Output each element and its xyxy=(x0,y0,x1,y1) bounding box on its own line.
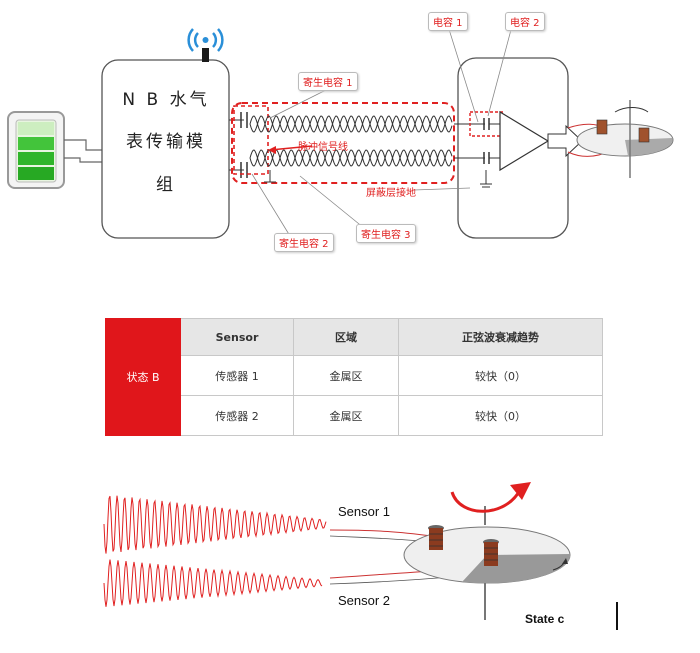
state-label: State c xyxy=(525,612,564,626)
twisted-pair-upper xyxy=(250,116,452,132)
parasitic-capacitor-symbol xyxy=(241,112,247,178)
wiring-diagram-graphic xyxy=(0,0,700,270)
header-attenuation: 正弦波衰减趋势 xyxy=(399,319,603,356)
header-region: 区域 xyxy=(294,319,399,356)
module-title-line-1: N B 水气 xyxy=(112,85,220,110)
sensor-cell: 传感器 2 xyxy=(181,396,294,436)
state-cell: 状态 B xyxy=(106,319,181,436)
attenuation-cell: 较快（0） xyxy=(399,356,603,396)
nb-module-wiring-diagram: N B 水气 表传输模 组 电容 1 电容 2 寄生电容 1 寄生电容 2 寄生… xyxy=(0,0,700,270)
capacitor-2-label: 电容 2 xyxy=(505,12,545,31)
pulse-signal-line-label: 脉冲信号线 xyxy=(298,138,348,153)
parasitic-capacitor-3-label: 寄生电容 3 xyxy=(356,224,416,243)
sensor-2-label: Sensor 2 xyxy=(338,593,390,608)
sensor-2-decay-waveform xyxy=(104,560,322,607)
region-cell: 金属区 xyxy=(294,396,399,436)
parasitic-capacitor-2-label: 寄生电容 2 xyxy=(274,233,334,252)
wireless-antenna-icon xyxy=(189,29,223,62)
twisted-pair-lower xyxy=(250,150,452,166)
rotating-disk-mini-icon xyxy=(577,100,673,178)
capacitor-1-label: 电容 1 xyxy=(428,12,468,31)
table-row: 传感器 2 金属区 较快（0） xyxy=(106,396,603,436)
parasitic-capacitor-1-label: 寄生电容 1 xyxy=(298,72,358,91)
module-title-line-3: 组 xyxy=(112,170,220,195)
sensor-1-coil-icon xyxy=(428,525,444,550)
rotating-disk-icon xyxy=(404,506,570,620)
header-sensor: Sensor xyxy=(181,319,294,356)
sensor-waveform-diagram: Sensor 1 Sensor 2 State c xyxy=(0,470,700,649)
table-row: 传感器 1 金属区 较快（0） xyxy=(106,356,603,396)
shield-ground-label: 屏蔽层接地 xyxy=(366,184,416,199)
sensor-1-label: Sensor 1 xyxy=(338,504,390,519)
battery-icon xyxy=(8,112,64,188)
waveform-graphic xyxy=(0,470,700,649)
sensor-1-decay-waveform xyxy=(104,496,326,554)
sensor-2-coil-icon xyxy=(483,539,499,566)
sensor-cell: 传感器 1 xyxy=(181,356,294,396)
attenuation-cell: 较快（0） xyxy=(399,396,603,436)
region-cell: 金属区 xyxy=(294,356,399,396)
module-title-line-2: 表传输模 xyxy=(112,127,220,152)
sensor-state-table: 状态 B Sensor 区域 正弦波衰减趋势 传感器 1 金属区 较快（0） 传… xyxy=(105,318,603,434)
